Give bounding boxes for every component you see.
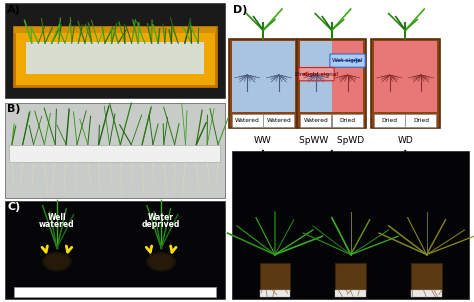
Bar: [374, 114, 405, 127]
Text: D): D): [233, 5, 247, 14]
Circle shape: [149, 254, 173, 269]
Bar: [14, 27, 216, 86]
Bar: [405, 114, 436, 127]
Bar: [374, 41, 405, 112]
Text: deprived: deprived: [142, 220, 180, 230]
Text: Drought signal: Drought signal: [294, 72, 337, 77]
Text: A): A): [7, 5, 21, 14]
Text: WD: WD: [397, 136, 413, 145]
Bar: [411, 263, 442, 290]
FancyArrowPatch shape: [259, 151, 267, 161]
Text: watered: watered: [39, 220, 75, 230]
Bar: [332, 114, 363, 127]
Bar: [5, 103, 225, 198]
Text: SpWW   SpWD: SpWW SpWD: [299, 136, 365, 145]
Text: Watered: Watered: [266, 117, 291, 123]
Text: Watered: Watered: [235, 117, 260, 123]
Bar: [9, 145, 220, 162]
Bar: [14, 287, 216, 297]
Text: Dried: Dried: [382, 117, 398, 123]
Bar: [228, 39, 298, 128]
FancyArrowPatch shape: [328, 151, 336, 161]
Text: Dried: Dried: [413, 117, 429, 123]
Bar: [298, 39, 366, 128]
Bar: [336, 263, 366, 290]
Bar: [232, 151, 469, 299]
Bar: [259, 263, 290, 290]
Text: Watered: Watered: [304, 117, 328, 123]
Bar: [263, 41, 295, 112]
Bar: [405, 41, 437, 112]
Text: B): B): [7, 104, 20, 114]
Bar: [232, 41, 263, 112]
Circle shape: [147, 252, 175, 271]
Circle shape: [43, 252, 71, 271]
Bar: [411, 290, 442, 297]
Bar: [5, 201, 225, 299]
Bar: [232, 114, 263, 127]
Text: Well: Well: [47, 213, 66, 222]
FancyBboxPatch shape: [299, 68, 334, 81]
Text: Water: Water: [148, 213, 174, 222]
Bar: [336, 290, 366, 297]
Bar: [332, 41, 363, 112]
FancyArrowPatch shape: [401, 151, 409, 161]
Bar: [301, 114, 331, 127]
Bar: [301, 41, 332, 112]
Text: WW: WW: [254, 136, 272, 145]
Text: Dried: Dried: [339, 117, 356, 123]
Bar: [259, 290, 290, 297]
Bar: [263, 114, 294, 127]
Circle shape: [45, 254, 69, 269]
Text: C): C): [7, 202, 20, 212]
FancyBboxPatch shape: [330, 54, 365, 67]
Bar: [371, 39, 439, 128]
Bar: [26, 42, 204, 74]
Text: Wet signal: Wet signal: [332, 58, 363, 63]
Bar: [14, 27, 216, 33]
Bar: [5, 3, 225, 98]
